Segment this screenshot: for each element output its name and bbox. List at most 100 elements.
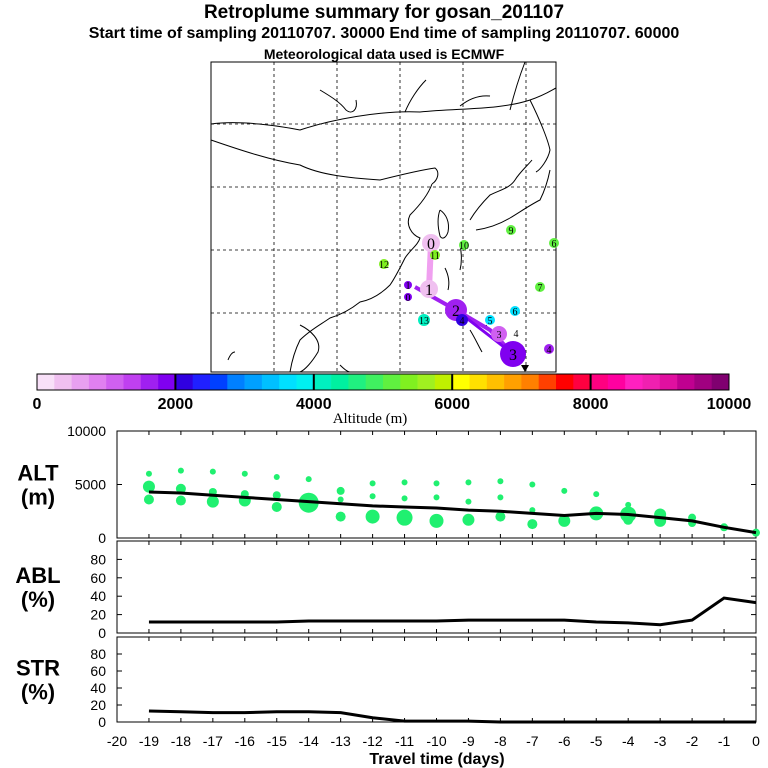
cluster-marker-label: 13 <box>419 316 429 327</box>
colorbar-tick-label: 0 <box>33 396 42 413</box>
x-tick-label: -15 <box>267 733 287 749</box>
altitude-point <box>593 491 600 498</box>
y-tick-label: 5000 <box>75 477 106 493</box>
cluster-marker <box>485 315 495 325</box>
figure-title: Retroplume summary for gosan_201107 <box>203 2 565 23</box>
abl-line <box>148 596 757 627</box>
altitude-point <box>527 519 538 530</box>
panel-label: STR <box>16 656 60 681</box>
panel-label: ALT <box>17 461 59 486</box>
colorbar-swatch <box>313 374 332 390</box>
colorbar-swatch <box>348 374 366 390</box>
alt-line <box>148 490 757 535</box>
colorbar-swatch <box>192 374 211 390</box>
cluster-marker-label: 0 <box>406 293 411 304</box>
cluster-marker <box>418 314 430 326</box>
altitude-point <box>175 495 186 506</box>
cluster-marker-label: 7 <box>538 283 543 294</box>
altitude-point <box>429 513 444 528</box>
colorbar-swatch <box>261 374 280 390</box>
colorbar-swatch <box>37 374 55 390</box>
cluster-marker <box>404 293 412 301</box>
altitude-point <box>271 501 282 512</box>
y-tick-label: 10000 <box>67 423 106 439</box>
y-tick-label: 80 <box>90 551 106 567</box>
x-tick-label: -11 <box>395 733 414 749</box>
x-tick-label: -14 <box>299 733 319 749</box>
cluster-marker-label: 6 <box>552 239 557 250</box>
x-tick-label: -2 <box>686 733 699 749</box>
cluster-marker-label: 0 <box>427 236 435 253</box>
colorbar-tick-label: 4000 <box>296 396 332 413</box>
sampling-times: Start time of sampling 20110707. 30000 E… <box>88 25 680 42</box>
cluster-marker <box>422 234 440 252</box>
coastlines <box>210 61 557 373</box>
altitude-point <box>401 479 408 486</box>
x-tick-label: -10 <box>426 733 446 749</box>
cluster-marker-label: 4 <box>460 316 465 327</box>
x-tick-label: -20 <box>107 733 127 749</box>
cluster-marker-label: 3 <box>509 347 517 364</box>
x-tick-label: -18 <box>171 733 191 749</box>
colorbar-swatch <box>210 374 228 390</box>
colorbar-swatch <box>244 374 263 390</box>
y-tick-label: 0 <box>98 530 106 546</box>
panel-frame <box>116 636 757 723</box>
colorbar-swatch <box>227 374 245 390</box>
x-tick-label: -17 <box>203 733 223 749</box>
cluster-marker <box>510 306 520 316</box>
cluster-marker-label: 1 <box>406 281 411 292</box>
colorbar-ticks: 0 2000 4000 6000 8000 10000 <box>33 374 751 413</box>
panel-unit-label: (m) <box>21 485 55 510</box>
colorbar-swatch <box>88 374 107 390</box>
cluster-marker-label: 12 <box>379 260 389 271</box>
altitude-point <box>369 493 376 500</box>
altitude-point <box>177 467 184 474</box>
altitude-point <box>561 487 568 494</box>
altitude-point <box>529 507 536 514</box>
y-tick-label: 60 <box>90 663 106 679</box>
cluster-marker <box>549 238 559 248</box>
altitude-point <box>209 468 216 475</box>
x-tick-label: -13 <box>331 733 351 749</box>
colorbar-swatch <box>331 374 349 390</box>
colorbar-swatch <box>642 374 661 390</box>
x-tick-label: -9 <box>462 733 475 749</box>
colorbar-swatch <box>175 374 193 390</box>
colorbar-swatch <box>140 374 159 390</box>
altitude-point <box>335 511 346 522</box>
altitude-point <box>529 481 536 488</box>
cluster-marker <box>404 281 412 289</box>
altitude-point <box>206 495 219 508</box>
alt-panel: 10000 5000 0 ALT(m) <box>17 423 760 546</box>
panel-unit-label: (%) <box>21 680 55 705</box>
cluster-marker-label: 1 <box>425 282 433 299</box>
altitude-point <box>241 470 248 477</box>
colorbar-swatch <box>54 374 72 390</box>
colorbar-swatch <box>452 374 470 390</box>
colorbar-swatch <box>279 374 297 390</box>
y-tick-label: 0 <box>98 625 106 641</box>
altitude-point <box>142 480 155 493</box>
colorbar-swatch <box>694 374 712 390</box>
x-tick-label: -7 <box>526 733 539 749</box>
trajectory-track <box>414 285 515 356</box>
x-tick-label: -16 <box>235 733 255 749</box>
release-point-arrow-icon <box>521 365 529 372</box>
colorbar-swatch <box>573 374 591 390</box>
str-line <box>148 709 756 724</box>
x-tick-label: -5 <box>590 733 603 749</box>
x-tick-label: -12 <box>362 733 382 749</box>
cluster-marker <box>420 280 438 298</box>
altitude-point <box>143 494 154 505</box>
cluster-marker-label: 3 <box>497 330 502 341</box>
colorbar-frame <box>36 373 730 391</box>
colorbar-swatch <box>607 374 626 390</box>
colorbar-swatch <box>625 374 643 390</box>
y-tick-label: 20 <box>90 697 106 713</box>
colorbar-swatch <box>469 374 488 390</box>
cluster-marker <box>459 240 469 250</box>
y-tick-label: 40 <box>90 588 106 604</box>
